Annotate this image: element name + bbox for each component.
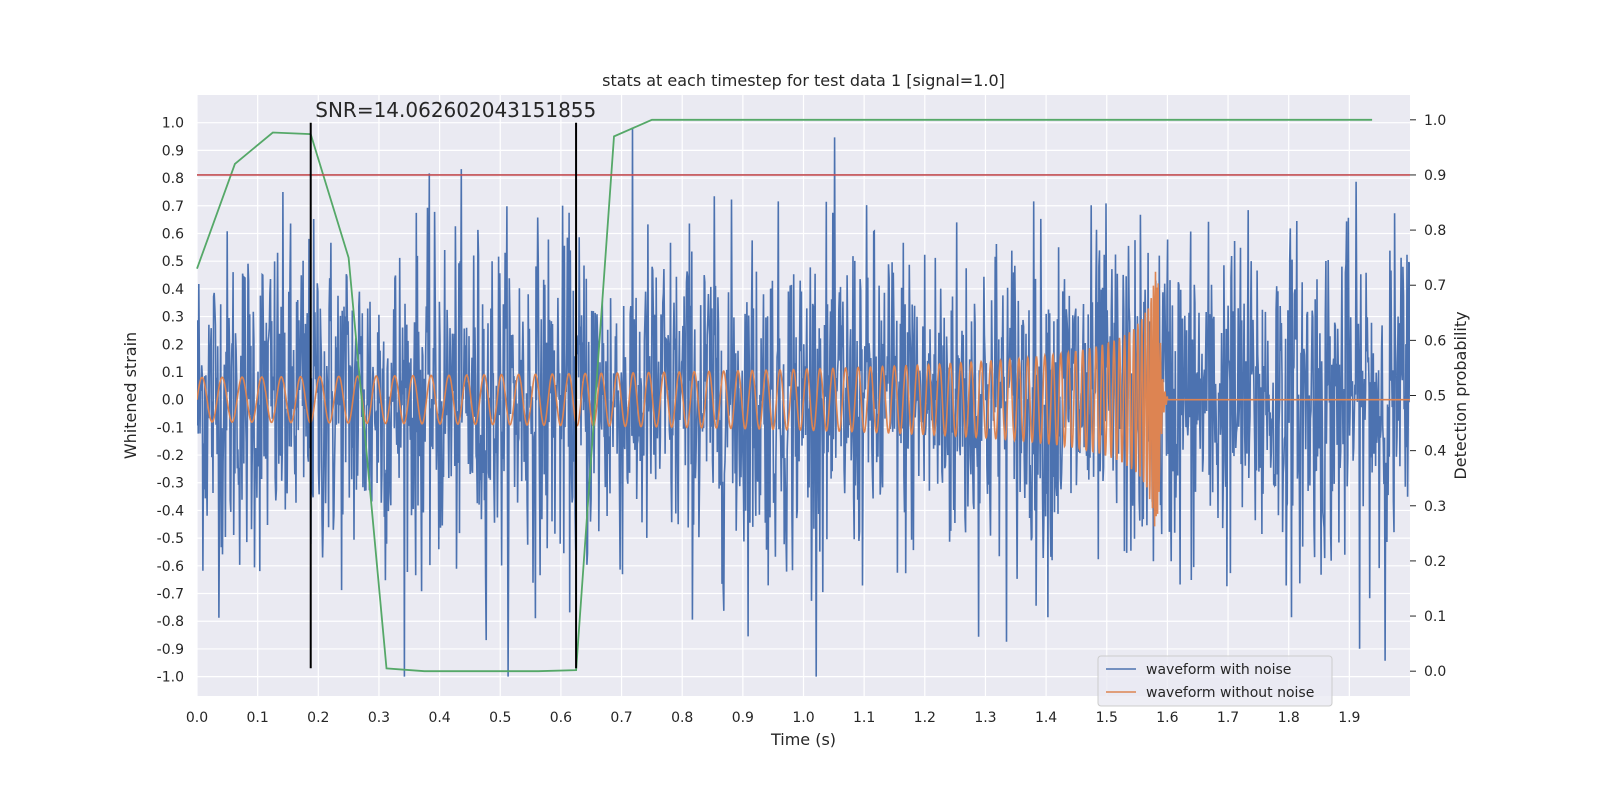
y-left-tick-label: -1.0 [157, 670, 184, 686]
x-tick-label: 0.5 [489, 710, 511, 726]
x-tick-label: 0.7 [610, 710, 632, 726]
y-left-tick-label: 0.8 [162, 171, 184, 187]
x-tick-label: 0.3 [368, 710, 390, 726]
y-right-axis-ticks: 1.0 0.9 0.8 0.7 0.6 0.5 0.4 0.3 0.2 0.1 0.0 [1410, 113, 1446, 680]
y-left-tick-label: 0.2 [162, 337, 184, 353]
legend-label-clean: waveform without noise [1146, 685, 1314, 701]
legend: waveform with noise waveform without noi… [1097, 655, 1333, 707]
clean-line [197, 271, 1410, 527]
y-left-tick-label: 0.1 [162, 365, 184, 381]
y-left-tick-label: 0.7 [162, 199, 184, 215]
y-left-tick-label: -0.1 [157, 420, 184, 436]
y-left-tick-label: 0.4 [162, 282, 184, 298]
y-right-tick-label: 0.2 [1424, 554, 1446, 570]
x-tick-label: 1.0 [792, 710, 814, 726]
x-tick-label: 1.7 [1217, 710, 1239, 726]
y-left-tick-label: 0.0 [162, 393, 184, 409]
legend-box [1097, 655, 1333, 707]
y-right-tick-label: 0.0 [1424, 664, 1446, 680]
chart-title: stats at each timestep for test data 1 [… [602, 71, 1005, 90]
x-tick-label: 0.1 [247, 710, 269, 726]
y-right-tick-label: 0.7 [1424, 278, 1446, 294]
y-left-tick-label: 0.5 [162, 254, 184, 270]
y-right-tick-label: 0.5 [1424, 389, 1446, 405]
y-left-tick-label: 0.6 [162, 226, 184, 242]
y-right-tick-label: 0.9 [1424, 168, 1446, 184]
x-tick-label: 0.8 [671, 710, 693, 726]
y-left-tick-label: -0.3 [157, 476, 184, 492]
x-tick-label: 1.3 [974, 710, 996, 726]
series-detection-probability [196, 118, 1373, 673]
x-tick-label: 1.9 [1338, 710, 1360, 726]
x-tick-label: 0.9 [732, 710, 754, 726]
y-left-tick-label: -0.7 [157, 587, 184, 603]
vertical-markers [309, 122, 578, 669]
x-tick-label: 0.6 [550, 710, 572, 726]
x-tick-label: 0.0 [186, 710, 208, 726]
x-tick-label: 1.4 [1035, 710, 1057, 726]
y-left-tick-label: -0.9 [157, 642, 184, 658]
y-left-tick-label: 1.0 [162, 116, 184, 132]
y-right-axis-label: Detection probability [1451, 311, 1470, 479]
x-tick-label: 1.2 [914, 710, 936, 726]
x-axis-ticks: 0.0 0.1 0.2 0.3 0.4 0.5 0.6 0.7 0.8 0.9 1.0 1.1 1.2 1… [186, 710, 1361, 726]
y-right-tick-label: 0.6 [1424, 333, 1446, 349]
series-waveform-without-noise [197, 271, 1410, 527]
x-tick-label: 1.8 [1278, 710, 1300, 726]
y-right-tick-label: 0.3 [1424, 499, 1446, 515]
y-left-tick-label: 0.3 [162, 310, 184, 326]
x-tick-label: 0.2 [307, 710, 329, 726]
y-right-tick-label: 1.0 [1424, 113, 1446, 129]
y-right-tick-label: 0.1 [1424, 609, 1446, 625]
y-left-axis-ticks: 1.0 0.9 0.8 0.7 0.6 0.5 0.4 0.3 0.2 0.1 0.0 -0.1 -0.… [157, 116, 184, 686]
x-tick-label: 0.4 [428, 710, 450, 726]
x-tick-label: 1.5 [1096, 710, 1118, 726]
x-axis-label: Time (s) [770, 730, 836, 749]
y-left-tick-label: -0.8 [157, 614, 184, 630]
y-left-tick-label: -0.2 [157, 448, 184, 464]
y-right-tick-label: 0.4 [1424, 444, 1446, 460]
y-left-axis-label: Whitened strain [121, 332, 140, 459]
legend-label-noise: waveform with noise [1146, 662, 1291, 678]
snr-annotation: SNR=14.062602043151855 [315, 98, 596, 122]
y-right-tick-label: 0.8 [1424, 223, 1446, 239]
y-left-tick-label: 0.9 [162, 143, 184, 159]
y-left-tick-label: -0.4 [157, 503, 184, 519]
probability-line [196, 118, 1373, 673]
x-tick-label: 1.1 [853, 710, 875, 726]
x-tick-label: 1.6 [1156, 710, 1178, 726]
y-left-tick-label: -0.6 [157, 559, 184, 575]
y-left-tick-label: -0.5 [157, 531, 184, 547]
